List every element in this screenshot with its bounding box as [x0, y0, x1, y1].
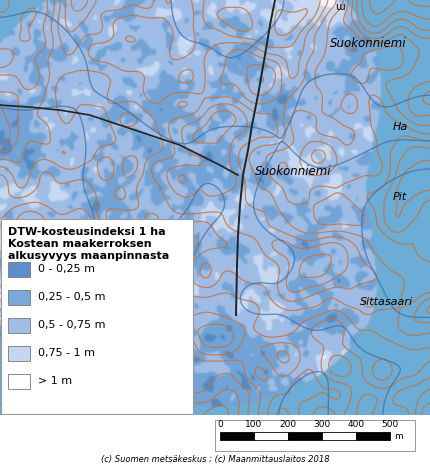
Text: DTW-kosteusindeksi 1 ha: DTW-kosteusindeksi 1 ha — [8, 227, 165, 237]
Bar — [287, 431, 321, 439]
Bar — [8, 374, 30, 389]
Text: 0: 0 — [217, 420, 222, 429]
Text: 200: 200 — [279, 420, 296, 429]
Bar — [219, 431, 253, 439]
Bar — [215, 421, 414, 451]
Text: > 1 m: > 1 m — [38, 376, 72, 386]
Text: Sittasaari: Sittasaari — [359, 297, 412, 307]
Text: 400: 400 — [347, 420, 364, 429]
Bar — [8, 262, 30, 277]
Text: Suokonniemi: Suokonniemi — [255, 165, 331, 178]
Text: Pit: Pit — [392, 192, 406, 202]
Text: alkusyvyys maanpinnasta: alkusyvyys maanpinnasta — [8, 251, 169, 261]
Text: 300: 300 — [313, 420, 330, 429]
Text: 0 - 0,25 m: 0 - 0,25 m — [38, 264, 95, 274]
Text: Kostean maakerroksen: Kostean maakerroksen — [8, 239, 151, 249]
Bar — [1, 219, 193, 414]
Bar — [8, 346, 30, 361]
Text: ɯ: ɯ — [334, 2, 344, 12]
Text: Ha: Ha — [392, 122, 407, 132]
Text: 500: 500 — [381, 420, 398, 429]
Text: 0,5 - 0,75 m: 0,5 - 0,75 m — [38, 320, 105, 330]
Text: (c) Suomen metsäkeskus ; (c) Maanmittauslaitos 2018: (c) Suomen metsäkeskus ; (c) Maanmittaus… — [101, 455, 329, 464]
Bar — [253, 431, 287, 439]
Bar — [355, 431, 389, 439]
Bar — [321, 431, 355, 439]
Bar — [8, 318, 30, 333]
Text: Suokonniemi: Suokonniemi — [329, 37, 405, 50]
Text: 0,75 - 1 m: 0,75 - 1 m — [38, 348, 95, 358]
Text: 0,25 - 0,5 m: 0,25 - 0,5 m — [38, 292, 105, 302]
Text: 100: 100 — [245, 420, 262, 429]
Text: m: m — [393, 432, 402, 441]
Bar — [8, 290, 30, 305]
